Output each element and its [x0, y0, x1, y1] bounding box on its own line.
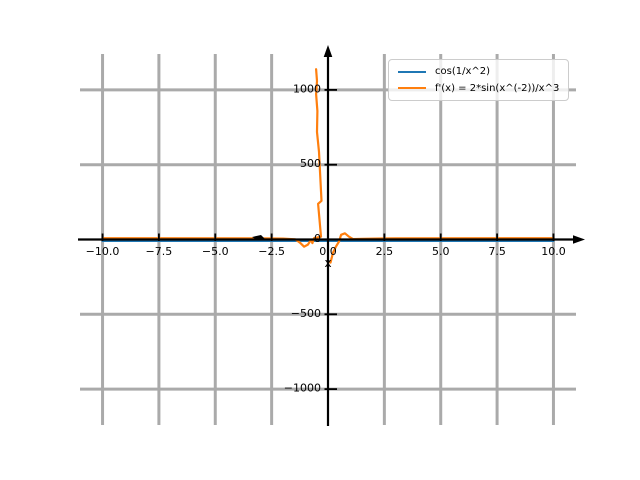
y-tick-label: −1000	[284, 382, 321, 395]
x-tick-label: −2.5	[258, 245, 285, 258]
x-axis-arrow-icon	[573, 235, 585, 244]
legend-line-swatch	[398, 87, 426, 90]
legend-label: cos(1/x^2)	[435, 66, 491, 77]
y-axis-arrow-icon	[323, 45, 333, 57]
x-tick-label: −7.5	[146, 245, 173, 258]
x-axis-title: x	[324, 256, 331, 270]
legend-entry: cos(1/x^2)	[398, 66, 559, 78]
y-tick-label: 1000	[293, 82, 321, 95]
legend-line-swatch	[398, 70, 426, 73]
x-tick-label: −5.0	[202, 245, 229, 258]
x-tick-label: 5.0	[432, 245, 450, 258]
x-tick-label: −10.0	[86, 245, 120, 258]
series-derivative-line	[101, 68, 323, 248]
y-tick-label: 500	[300, 157, 321, 170]
x-tick-label: 2.5	[376, 245, 394, 258]
legend-entry: f'(x) = 2*sin(x^(-2))/x^3	[398, 83, 559, 95]
x-tick-label: 7.5	[488, 245, 506, 258]
y-tick-label: −500	[291, 307, 321, 320]
legend: cos(1/x^2) f'(x) = 2*sin(x^(-2))/x^3	[388, 59, 570, 101]
cursor-artifact	[252, 235, 265, 240]
x-tick-label: 10.0	[541, 245, 566, 258]
legend-label: f'(x) = 2*sin(x^(-2))/x^3	[435, 82, 560, 94]
